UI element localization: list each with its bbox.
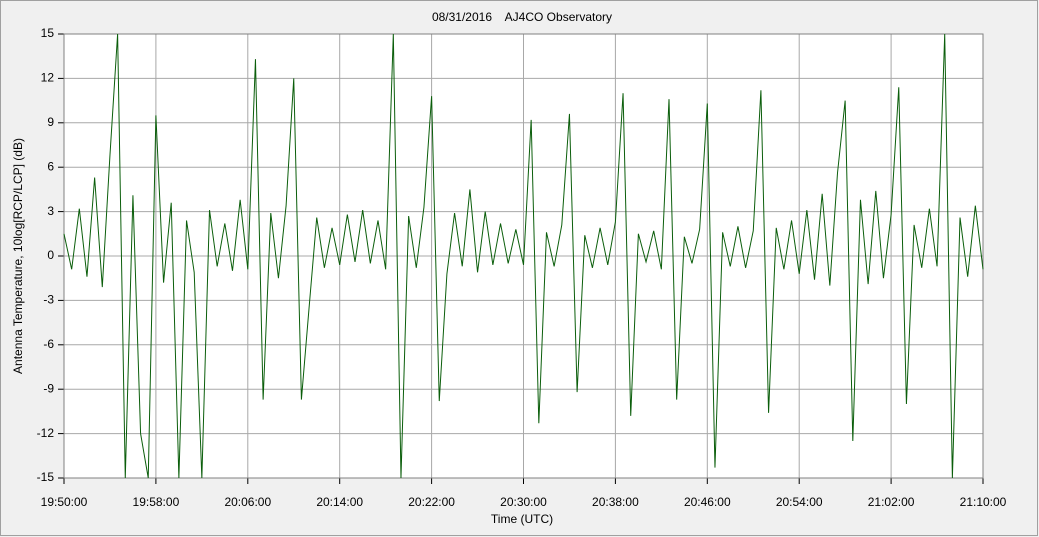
x-tick-label: 20:46:00: [684, 495, 731, 509]
y-tick-label: -6: [43, 337, 54, 351]
y-tick-label: -3: [43, 293, 54, 307]
chart-title: 08/31/2016 AJ4CO Observatory: [432, 10, 612, 24]
x-tick-label: 20:06:00: [224, 495, 271, 509]
y-tick-label: -9: [43, 381, 54, 395]
y-tick-label: 3: [47, 204, 54, 218]
y-axis-label: Antenna Temperature, 10log[RCP/LCP] (dB): [11, 138, 25, 374]
x-tick-label: 20:14:00: [316, 495, 363, 509]
x-tick-label: 20:38:00: [592, 495, 639, 509]
x-tick-label: 20:22:00: [408, 495, 455, 509]
x-tick-label: 19:58:00: [133, 495, 180, 509]
plot-border: [63, 33, 984, 479]
x-tick-label: 21:10:00: [960, 495, 1007, 509]
x-tick-label: 21:02:00: [868, 495, 915, 509]
y-tick-label: 15: [41, 26, 55, 40]
y-tick-label: 12: [41, 71, 55, 85]
x-axis-label: Time (UTC): [491, 512, 553, 526]
x-tick-label: 20:30:00: [500, 495, 547, 509]
x-tick-label: 20:54:00: [776, 495, 823, 509]
x-tick-label: 19:50:00: [41, 495, 88, 509]
y-tick-label: -12: [37, 426, 55, 440]
y-tick-label: -15: [37, 470, 55, 484]
y-tick-label: 6: [47, 159, 54, 173]
data-line: [63, 33, 984, 479]
y-tick-label: 9: [47, 115, 54, 129]
y-tick-label: 0: [47, 248, 54, 262]
